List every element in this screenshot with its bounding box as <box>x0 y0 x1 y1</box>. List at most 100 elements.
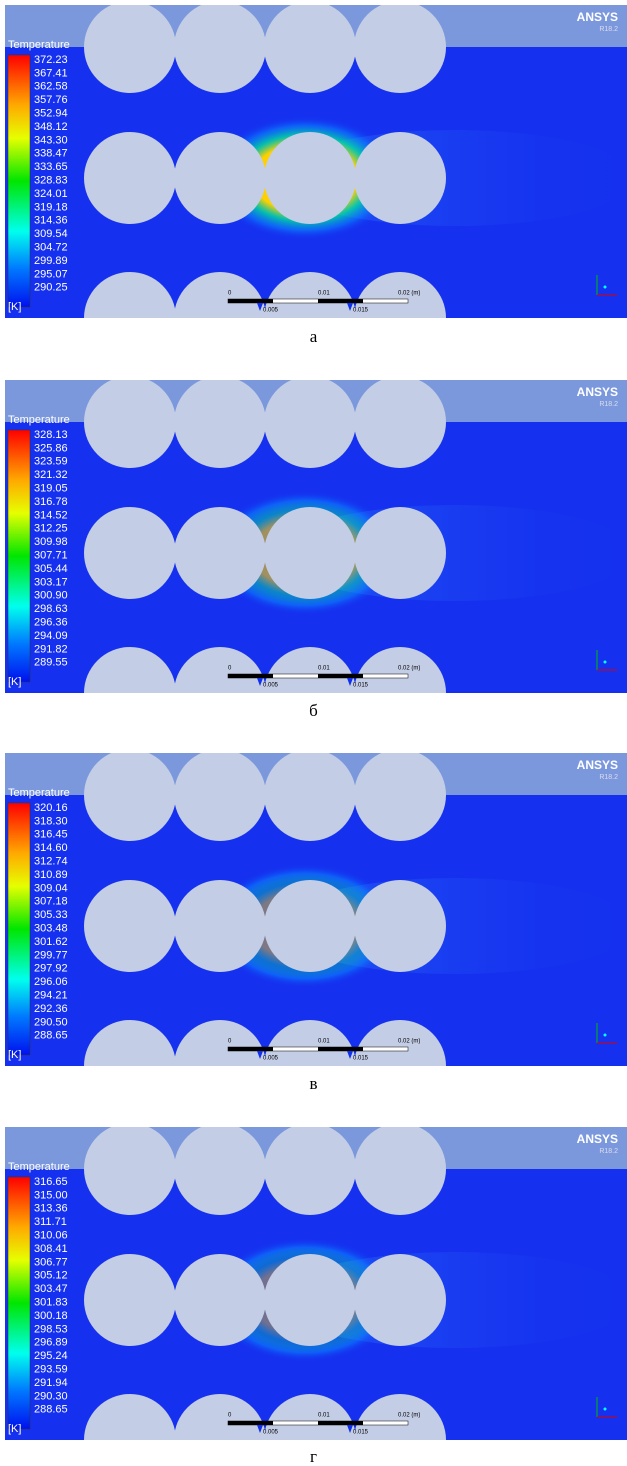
legend-label: 316.45 <box>34 829 68 841</box>
version: R18.2 <box>599 1148 618 1155</box>
colorbar <box>8 1177 30 1429</box>
cylinder <box>354 5 446 93</box>
legend-label: 307.18 <box>34 896 68 908</box>
legend-label: 301.83 <box>34 1297 68 1309</box>
version: R18.2 <box>599 26 618 33</box>
legend-label: 314.36 <box>34 215 68 227</box>
cylinder <box>174 1127 266 1215</box>
legend-label: 310.06 <box>34 1230 68 1242</box>
legend-label: 319.05 <box>34 483 68 495</box>
brand: ANSYS <box>577 758 618 772</box>
legend-label: 357.76 <box>34 94 68 106</box>
legend-label: 309.54 <box>34 228 68 240</box>
legend-label: 314.52 <box>34 509 68 521</box>
cylinder <box>84 132 176 224</box>
legend-label: 293.59 <box>34 1364 68 1376</box>
cylinder <box>264 1254 356 1346</box>
legend-label: 316.78 <box>34 496 68 508</box>
legend-label: 309.98 <box>34 536 68 548</box>
cylinder <box>174 880 266 972</box>
legend-title: Temperature <box>8 414 70 426</box>
scale-label: 0.02 (m) <box>398 1039 420 1045</box>
legend-label: 303.48 <box>34 923 68 935</box>
legend-label: 367.41 <box>34 67 68 79</box>
scale-label: 0.02 (m) <box>398 1413 420 1419</box>
cylinder <box>264 880 356 972</box>
legend-label: 300.90 <box>34 590 68 602</box>
brand: ANSYS <box>577 1132 618 1146</box>
legend-label: 288.65 <box>34 1030 68 1042</box>
scale-label: 0.015 <box>353 683 369 689</box>
cylinder <box>264 5 356 93</box>
legend-label: 300.18 <box>34 1310 68 1322</box>
legend-label: 299.77 <box>34 949 68 961</box>
legend-label: 333.65 <box>34 161 68 173</box>
scale-label: 0.005 <box>263 1056 279 1062</box>
cylinder <box>84 880 176 972</box>
version: R18.2 <box>599 774 618 781</box>
scale-label: 0.005 <box>263 308 279 314</box>
legend-label: 362.58 <box>34 81 68 93</box>
cylinder <box>84 753 176 841</box>
legend-label: 372.23 <box>34 54 68 66</box>
scale-seg <box>318 1047 363 1051</box>
legend-label: 320.16 <box>34 802 68 814</box>
legend-label: 311.71 <box>34 1216 67 1228</box>
figure: Temperature372.23367.41362.58357.76352.9… <box>0 0 627 1466</box>
axis-z <box>604 1408 607 1411</box>
legend-label: 304.72 <box>34 242 68 254</box>
legend-label: 301.62 <box>34 936 68 948</box>
legend-label: 308.41 <box>34 1243 68 1255</box>
scale-label: 0.02 (m) <box>398 666 420 672</box>
scale-label: 0.02 (m) <box>398 291 420 297</box>
scale-label: 0.01 <box>318 291 330 297</box>
cylinder <box>354 1254 446 1346</box>
scale-seg <box>318 1421 363 1425</box>
legend-label: 295.07 <box>34 268 68 280</box>
cylinder <box>174 380 266 468</box>
legend-label: 318.30 <box>34 815 68 827</box>
legend-label: 312.25 <box>34 523 68 535</box>
legend-label: 296.89 <box>34 1337 68 1349</box>
cylinder <box>264 132 356 224</box>
scale-label: 0.01 <box>318 1413 330 1419</box>
scale-seg <box>318 299 363 303</box>
scale-label: 0.015 <box>353 1430 369 1436</box>
cylinder <box>84 1254 176 1346</box>
legend-label: 310.89 <box>34 869 68 881</box>
legend-label: 306.77 <box>34 1256 68 1268</box>
caption: г <box>0 1447 627 1466</box>
legend-label: 319.18 <box>34 201 68 213</box>
legend-title: Temperature <box>8 39 70 51</box>
legend-label: 298.53 <box>34 1323 68 1335</box>
legend-label: 290.25 <box>34 282 68 294</box>
scale-label: 0.01 <box>318 666 330 672</box>
legend-label: 303.17 <box>34 576 68 588</box>
legend-label: 297.92 <box>34 963 68 975</box>
cylinder <box>84 5 176 93</box>
legend-unit: [K] <box>8 1423 21 1435</box>
legend-unit: [K] <box>8 301 21 313</box>
axis-z <box>604 1034 607 1037</box>
legend-label: 343.30 <box>34 134 68 146</box>
legend-label: 288.65 <box>34 1404 68 1416</box>
legend-title: Temperature <box>8 787 70 799</box>
legend-label: 305.12 <box>34 1270 68 1282</box>
legend-label: 328.83 <box>34 175 68 187</box>
colorbar <box>8 803 30 1055</box>
scale-seg <box>228 1047 273 1051</box>
brand: ANSYS <box>577 10 618 24</box>
contour-panel: Temperature316.65315.00313.36311.71310.0… <box>5 1127 627 1440</box>
legend-label: 291.94 <box>34 1377 68 1389</box>
legend-label: 321.32 <box>34 469 68 481</box>
scale-label: 0.005 <box>263 683 279 689</box>
legend-label: 295.24 <box>34 1350 68 1362</box>
caption: а <box>0 327 627 347</box>
caption: в <box>0 1074 627 1094</box>
legend-label: 298.63 <box>34 603 68 615</box>
legend-label: 291.82 <box>34 643 68 655</box>
colorbar <box>8 55 30 307</box>
scale-seg <box>228 674 273 678</box>
cylinder <box>354 880 446 972</box>
legend-label: 324.01 <box>34 188 68 200</box>
